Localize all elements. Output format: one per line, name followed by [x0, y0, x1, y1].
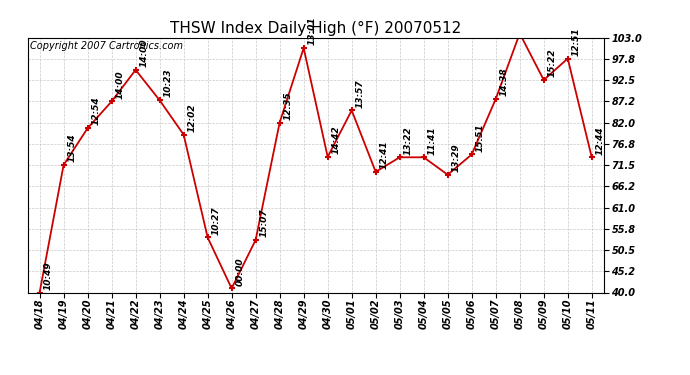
Text: 00:00: 00:00: [236, 257, 245, 286]
Text: 14:42: 14:42: [332, 126, 341, 154]
Text: 13:54: 13:54: [68, 134, 77, 162]
Text: 10:49: 10:49: [43, 261, 52, 290]
Text: 12:51: 12:51: [572, 27, 581, 56]
Text: 13:33: 13:33: [0, 374, 1, 375]
Text: 13:57: 13:57: [356, 79, 365, 108]
Text: Copyright 2007 Cartronics.com: Copyright 2007 Cartronics.com: [30, 41, 184, 51]
Text: 12:35: 12:35: [284, 91, 293, 120]
Text: 10:27: 10:27: [212, 206, 221, 235]
Text: 15:07: 15:07: [260, 209, 269, 237]
Text: 13:01: 13:01: [308, 16, 317, 45]
Text: 14:38: 14:38: [500, 68, 509, 96]
Title: THSW Index Daily High (°F) 20070512: THSW Index Daily High (°F) 20070512: [170, 21, 462, 36]
Text: 12:41: 12:41: [380, 141, 389, 169]
Text: 15:22: 15:22: [548, 49, 557, 77]
Text: 12:54: 12:54: [92, 97, 101, 125]
Text: 12:44: 12:44: [596, 126, 605, 154]
Text: 12:02: 12:02: [188, 103, 197, 132]
Text: 13:29: 13:29: [452, 143, 461, 172]
Text: 14:00: 14:00: [116, 70, 125, 99]
Text: 13:22: 13:22: [404, 126, 413, 154]
Text: 14:00: 14:00: [140, 39, 149, 67]
Text: 15:51: 15:51: [476, 123, 485, 152]
Text: 10:23: 10:23: [164, 69, 172, 98]
Text: 11:41: 11:41: [428, 126, 437, 154]
